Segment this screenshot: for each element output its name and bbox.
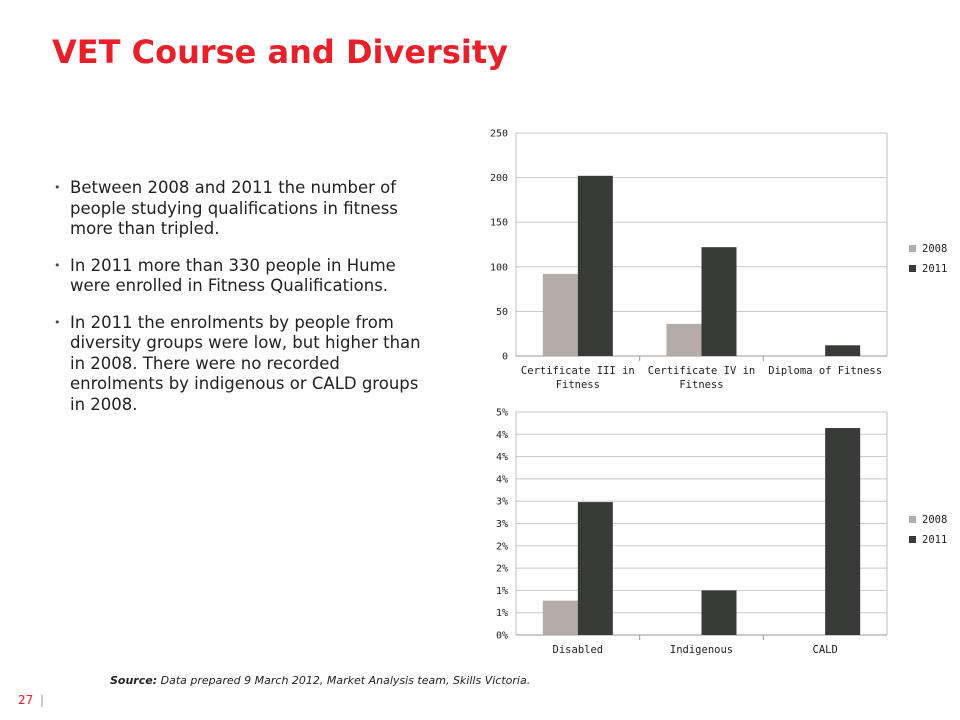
chart2-category-label: Disabled xyxy=(553,644,604,656)
chart1-bar-2008 xyxy=(542,273,578,356)
slide-title: VET Course and Diversity xyxy=(52,33,508,71)
bullet-list: • Between 2008 and 2011 the number of peo… xyxy=(52,178,437,431)
chart2-ytick-label: 3% xyxy=(496,519,508,530)
chart2-bar-2011 xyxy=(701,590,737,635)
chart2-ytick-label: 2% xyxy=(496,541,508,552)
chart2-ytick-label: 4% xyxy=(496,452,508,463)
chart2-legend-swatch-2011 xyxy=(909,536,916,543)
chart1-legend-swatch-2011 xyxy=(909,265,916,272)
chart1-ytick-label: 50 xyxy=(496,307,508,318)
chart2-category-label: CALD xyxy=(813,644,838,656)
chart1-category-label: Certificate IV in xyxy=(648,365,755,377)
source-note: Source: Data prepared 9 March 2012, Mark… xyxy=(110,674,530,687)
fitness-enrolments-chart: 0 50 100 150 200 250 Certificate III in Fitness… xyxy=(470,120,950,405)
chart2-bar-2008 xyxy=(542,600,578,635)
chart2-bar-2011 xyxy=(577,502,613,635)
bullet-text: Between 2008 and 2011 the number of peop… xyxy=(70,178,398,238)
bullet-text: In 2011 more than 330 people in Hume wer… xyxy=(70,255,396,296)
chart2-ytick-label: 4% xyxy=(496,474,508,485)
chart2-bar-2011 xyxy=(825,428,861,635)
bullet-item: • In 2011 more than 330 people in Hume we… xyxy=(52,256,437,297)
chart1-ytick-label: 100 xyxy=(490,262,508,273)
bullet-item: • In 2011 the enrolments by people from d… xyxy=(52,313,437,416)
chart1-category-label: Diploma of Fitness xyxy=(768,365,882,377)
chart2-ytick-label: 3% xyxy=(496,497,508,508)
chart1-category-label: Fitness xyxy=(679,379,723,391)
chart1-ytick-label: 200 xyxy=(490,173,508,184)
source-label: Source: xyxy=(110,674,158,687)
chart1-legend-label-2011: 2011 xyxy=(922,263,947,275)
chart1-legend-label-2008: 2008 xyxy=(922,243,947,255)
chart1-ytick-label: 0 xyxy=(502,352,508,363)
chart1-bar-2011 xyxy=(577,175,613,356)
page-number: 27 xyxy=(18,693,34,707)
chart2-ytick-label: 4% xyxy=(496,430,508,441)
chart2-ytick-label: 2% xyxy=(496,564,508,575)
fitness-enrolments-chart-svg: 0 50 100 150 200 250 Certificate III in Fitness… xyxy=(490,129,947,392)
diversity-enrolments-chart-svg: 0% 1% 1% 2% 2% 3% 3% 4% 4% 4% 5% Disabled Indigenous… xyxy=(496,408,947,657)
chart1-category-label: Fitness xyxy=(556,379,600,391)
source-text: Data prepared 9 March 2012, Market Analy… xyxy=(160,674,531,687)
chart1-ytick-label: 250 xyxy=(490,129,508,140)
chart2-legend-label-2008: 2008 xyxy=(922,514,947,526)
chart2-legend-label-2011: 2011 xyxy=(922,534,947,546)
diversity-enrolments-chart: 0% 1% 1% 2% 2% 3% 3% 4% 4% 4% 5% Disabled Indigenous… xyxy=(470,400,950,665)
chart1-bar-2011 xyxy=(701,247,737,356)
bullet-item: • Between 2008 and 2011 the number of peo… xyxy=(52,178,437,240)
chart2-ytick-label: 1% xyxy=(496,586,508,597)
chart1-bar-2011 xyxy=(825,345,861,356)
chart1-bar-2008 xyxy=(666,323,702,356)
chart1-category-label: Certificate III in xyxy=(521,365,635,377)
chart2-ytick-label: 5% xyxy=(496,408,508,419)
bullet-dot-icon: • xyxy=(54,181,61,194)
chart2-ytick-label: 1% xyxy=(496,608,508,619)
bullet-text: In 2011 the enrolments by people from di… xyxy=(70,312,421,414)
chart2-category-label: Indigenous xyxy=(670,644,733,656)
chart2-legend-swatch-2008 xyxy=(909,516,916,523)
chart2-ytick-label: 0% xyxy=(496,631,508,642)
chart1-legend-swatch-2008 xyxy=(909,245,916,252)
bullet-dot-icon: • xyxy=(54,315,61,329)
chart1-ytick-label: 150 xyxy=(490,218,508,229)
bullet-dot-icon: • xyxy=(54,258,61,272)
page-separator: | xyxy=(40,693,45,707)
